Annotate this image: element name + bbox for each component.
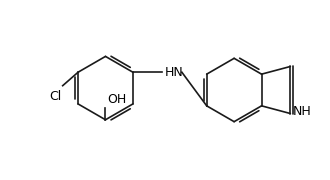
Text: HN: HN: [165, 66, 183, 79]
Text: Cl: Cl: [49, 89, 61, 103]
Text: OH: OH: [107, 93, 127, 106]
Text: NH: NH: [292, 105, 311, 118]
